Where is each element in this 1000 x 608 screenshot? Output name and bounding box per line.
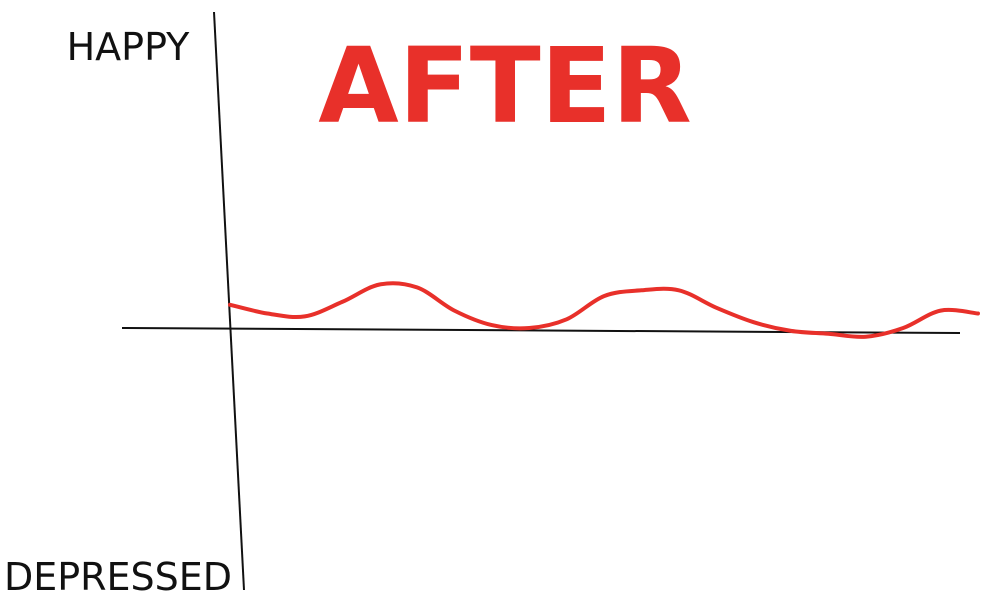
y-label-top: HAPPY: [67, 25, 191, 69]
series-layer: [228, 281, 980, 339]
chart-title: AFTER: [318, 25, 692, 147]
y-label-bottom: DEPRESSED: [4, 555, 232, 599]
y-axis: [213, 11, 245, 591]
series-line-0: [228, 281, 980, 339]
x-axis: [121, 327, 961, 334]
